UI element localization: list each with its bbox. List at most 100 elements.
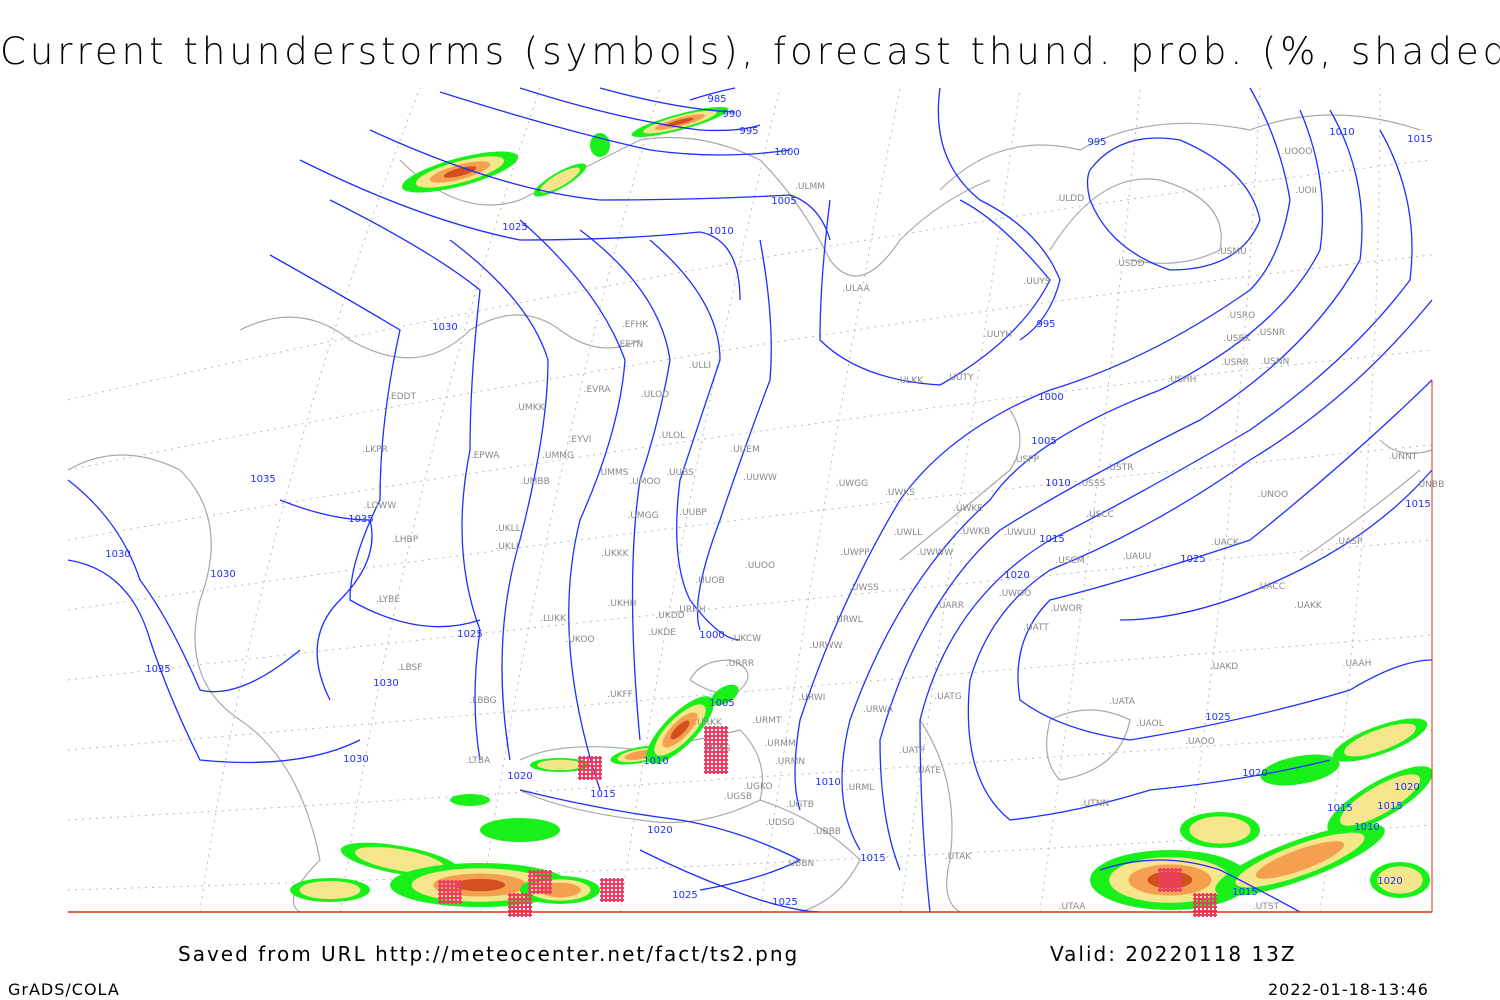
station-label: .USPP [1013, 455, 1040, 465]
station-label: .USRR [1221, 358, 1249, 368]
isobar-label: 1020 [1004, 570, 1029, 581]
parallel-line [67, 634, 1433, 751]
station-label: .UBBB [813, 827, 841, 837]
station-label: .EDDT [388, 392, 416, 402]
isobar-line [639, 849, 821, 913]
parallel-line [67, 254, 1433, 471]
isobar-label: 1010 [815, 777, 840, 788]
station-label: .URHH [676, 605, 705, 615]
station-label: .UNOO [1258, 490, 1288, 500]
station-label: .UUOB [695, 576, 724, 586]
isobar-label: 1000 [1038, 392, 1063, 403]
isobar-label: 1015 [1407, 134, 1432, 145]
coastlines [67, 114, 1433, 913]
isobar-label: 1020 [507, 771, 532, 782]
isobar-line [1086, 137, 1261, 271]
isobar-label: 1035 [145, 664, 170, 675]
station-label: .UACK [1211, 538, 1240, 548]
isobar-line [696, 239, 772, 631]
isobar-line [449, 239, 549, 761]
prob-mid-area [1344, 723, 1416, 757]
meridian-line [1179, 87, 1261, 913]
station-label: .UATP [899, 746, 925, 756]
isobar-label: 990 [722, 109, 741, 120]
station-label: .UAOL [1136, 719, 1164, 729]
station-label: .UUYS [1023, 277, 1051, 287]
isobar-line [841, 109, 1324, 851]
coastline [919, 719, 961, 913]
isobar-line [879, 109, 1363, 871]
prob-low-area [480, 818, 560, 842]
station-label: .UAKK [1294, 601, 1323, 611]
isobar-line [369, 129, 831, 241]
station-label: .USRO [1227, 311, 1256, 321]
station-label: .UWKE [953, 504, 983, 514]
station-label: .UTNN [1081, 799, 1109, 809]
isobar-label: 1030 [210, 569, 235, 580]
isobar-label: 1035 [348, 514, 373, 525]
station-label: .USRK [1223, 334, 1251, 344]
station-label: .LTBA [466, 756, 491, 766]
isobar-label: 1015 [1232, 887, 1257, 898]
source-url-text: Saved from URL http://meteocenter.net/fa… [178, 942, 800, 966]
station-label: .UUTY [946, 373, 974, 383]
thunderstorm-symbol [704, 750, 728, 774]
station-label: .UKDD [655, 611, 684, 621]
station-label: .UMKK [515, 403, 545, 413]
isobar-label: 1015 [1039, 534, 1064, 545]
station-label: .LBSF [398, 663, 423, 673]
meridian-line [619, 87, 781, 913]
station-label: .UKLI [495, 542, 518, 552]
station-label: .UMOO [629, 477, 660, 487]
isobar-labels: 985 990 995 1000 1005 1010 1025 1030 1035 1035 103… [105, 94, 1432, 908]
coastline [519, 729, 764, 824]
station-label: .UUYH [984, 330, 1012, 340]
prob-max-area [1147, 871, 1193, 889]
coastline [899, 409, 1021, 561]
thunderstorm-symbol [1158, 868, 1182, 892]
station-label: .UWWW [917, 548, 953, 558]
station-label: .UASP [1336, 537, 1363, 547]
station-label: .UKCW [731, 634, 761, 644]
station-label: .UATT [1023, 623, 1049, 633]
station-label: .LOWW [364, 501, 397, 511]
parallel-line [67, 539, 1433, 681]
station-label: .URWL [833, 615, 862, 625]
station-label: .UWOR [1050, 604, 1082, 614]
coastline [759, 799, 861, 913]
station-label: .UKOO [565, 635, 594, 645]
station-label: .ULDD [1056, 194, 1084, 204]
isobar-line [329, 199, 481, 761]
isobar-label: 1025 [1205, 712, 1230, 723]
isobar-label: 1015 [1327, 803, 1352, 814]
isobar-label: 1030 [105, 549, 130, 560]
isobar-label: 1020 [1394, 782, 1419, 793]
isobar-label: 1025 [502, 222, 527, 233]
station-label: .ULOD [641, 390, 669, 400]
isobar-line [519, 87, 761, 132]
thunderstorm-symbol [704, 726, 728, 750]
station-label: .USNN [1261, 357, 1290, 367]
station-label: .UAKD [1210, 662, 1239, 672]
isobars [67, 87, 1433, 913]
isobar-label: 1000 [699, 630, 724, 641]
station-label: .UMMS [598, 468, 629, 478]
station-label: .URRR [726, 659, 754, 669]
valid-time-text: Valid: 20220118 13Z [1050, 942, 1297, 966]
thunderstorm-symbol [438, 880, 462, 904]
station-label: .USDD [1115, 259, 1144, 269]
software-credit: GrADS/COLA [8, 980, 120, 999]
isobar-line [599, 87, 736, 113]
coastline [67, 454, 321, 913]
isobar-label: 1025 [457, 629, 482, 640]
station-label: .URSS [703, 744, 730, 754]
station-label: .UKDE [648, 628, 676, 638]
isobar-label: 1025 [1180, 554, 1205, 565]
station-label: .UMMG [542, 451, 574, 461]
station-label: .URKK [694, 718, 723, 728]
station-label: .EETN [617, 340, 643, 350]
station-label: .UUBP [679, 508, 707, 518]
station-label: .UWLL [894, 528, 922, 538]
meridian-line [1319, 87, 1381, 913]
thunderstorm-symbol [508, 893, 532, 917]
